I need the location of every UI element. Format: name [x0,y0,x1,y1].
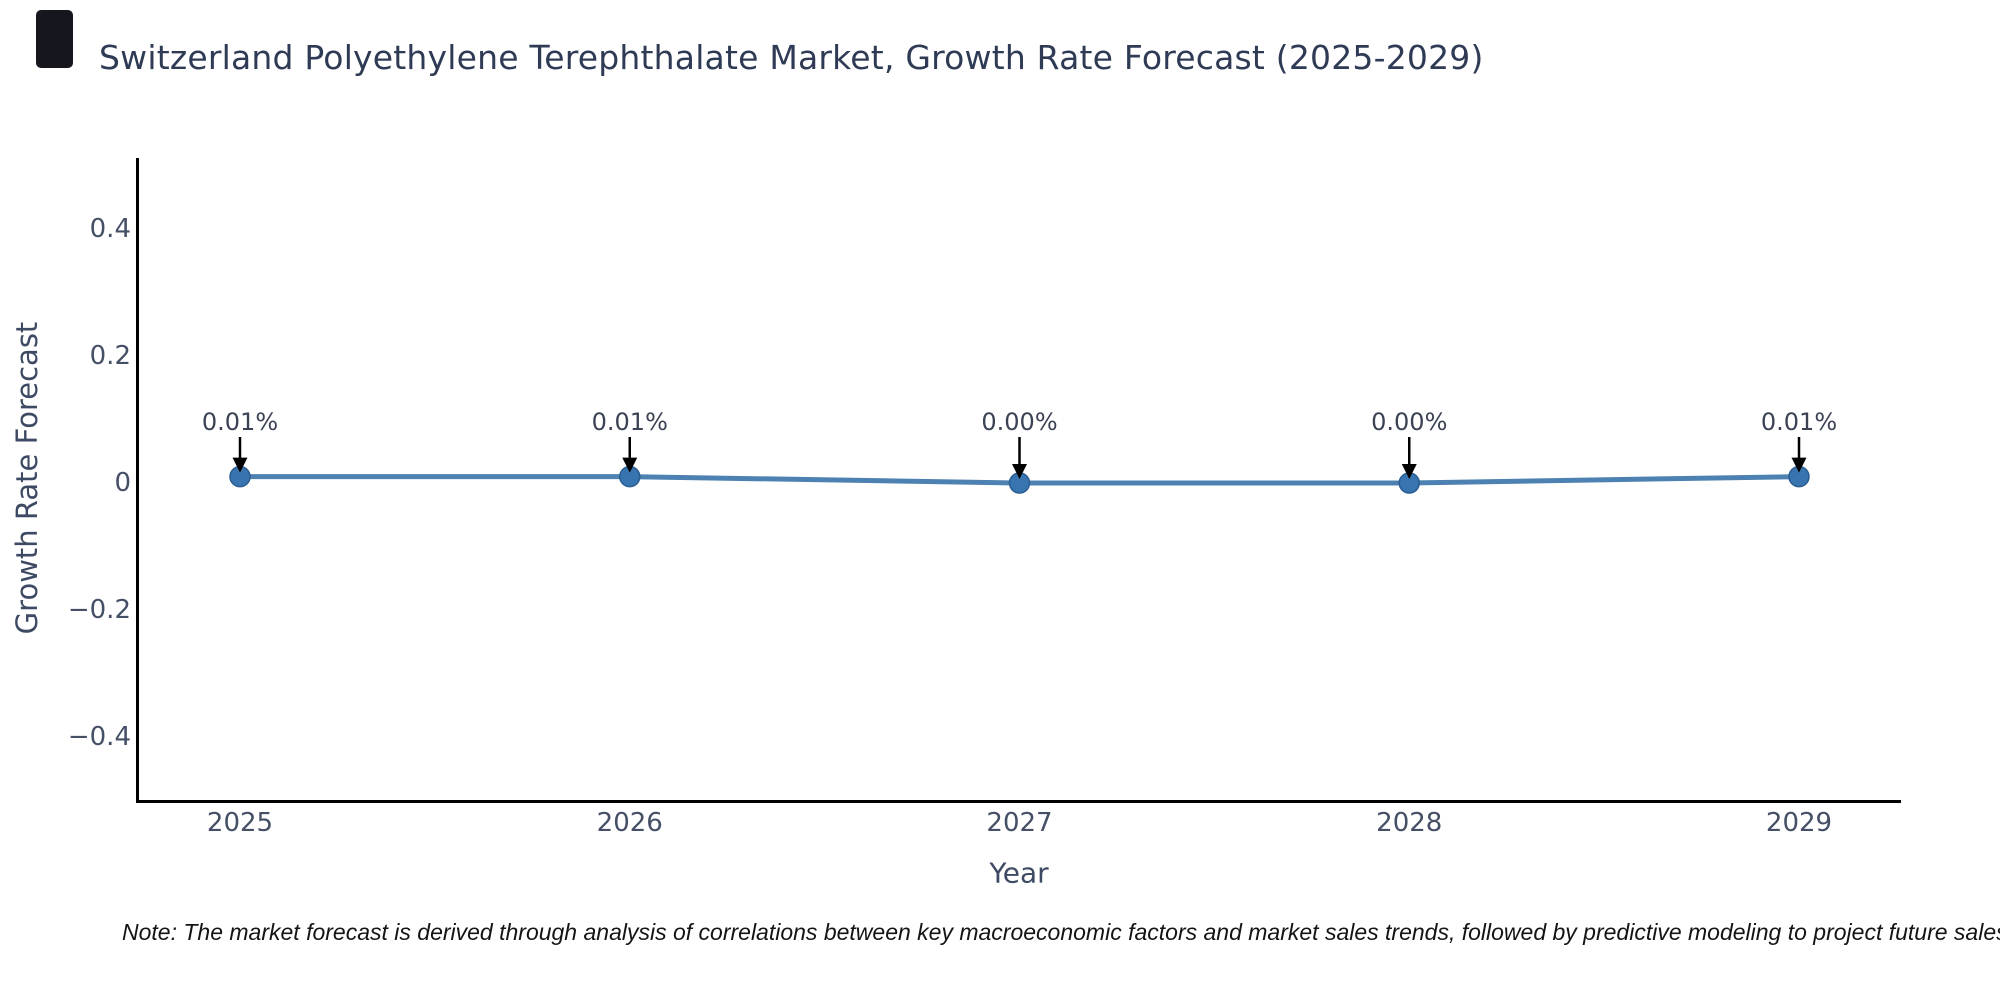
annotation-arrow-head [1791,457,1807,473]
annotation-arrow-head [1401,464,1417,479]
chart-title: Switzerland Polyethylene Terephthalate M… [99,38,1484,77]
x-axis-title: Year [989,856,1049,890]
annotation-arrow-head [622,457,638,473]
x-tick-label: 2025 [206,808,274,838]
x-tick-label: 2028 [1376,808,1443,838]
y-tick-label: −0.2 [67,595,131,625]
series-group [229,465,1810,494]
point-annotation: 0.01% [591,408,668,436]
point-annotation: 0.01% [201,408,279,436]
y-tick-label: −0.4 [67,722,131,752]
point-annotation: 0.00% [981,408,1058,436]
annotation-arrow-head [1012,464,1027,479]
x-tick-label: 2027 [986,808,1053,838]
y-tick-label: 0.2 [89,341,131,371]
annotation-arrow-head [232,457,248,473]
point-annotation: 0.01% [1760,408,1838,436]
y-tick-label: 0 [114,468,131,498]
point-annotation: 0.00% [1371,408,1448,436]
y-tick-label: 0.4 [89,214,131,244]
x-tick-label: 2029 [1765,808,1833,838]
note-text: Note: The market forecast is derived thr… [122,919,2000,945]
x-tick-label: 2026 [596,808,663,838]
corner-mark [36,10,73,68]
annotation-arrows [232,437,1807,479]
